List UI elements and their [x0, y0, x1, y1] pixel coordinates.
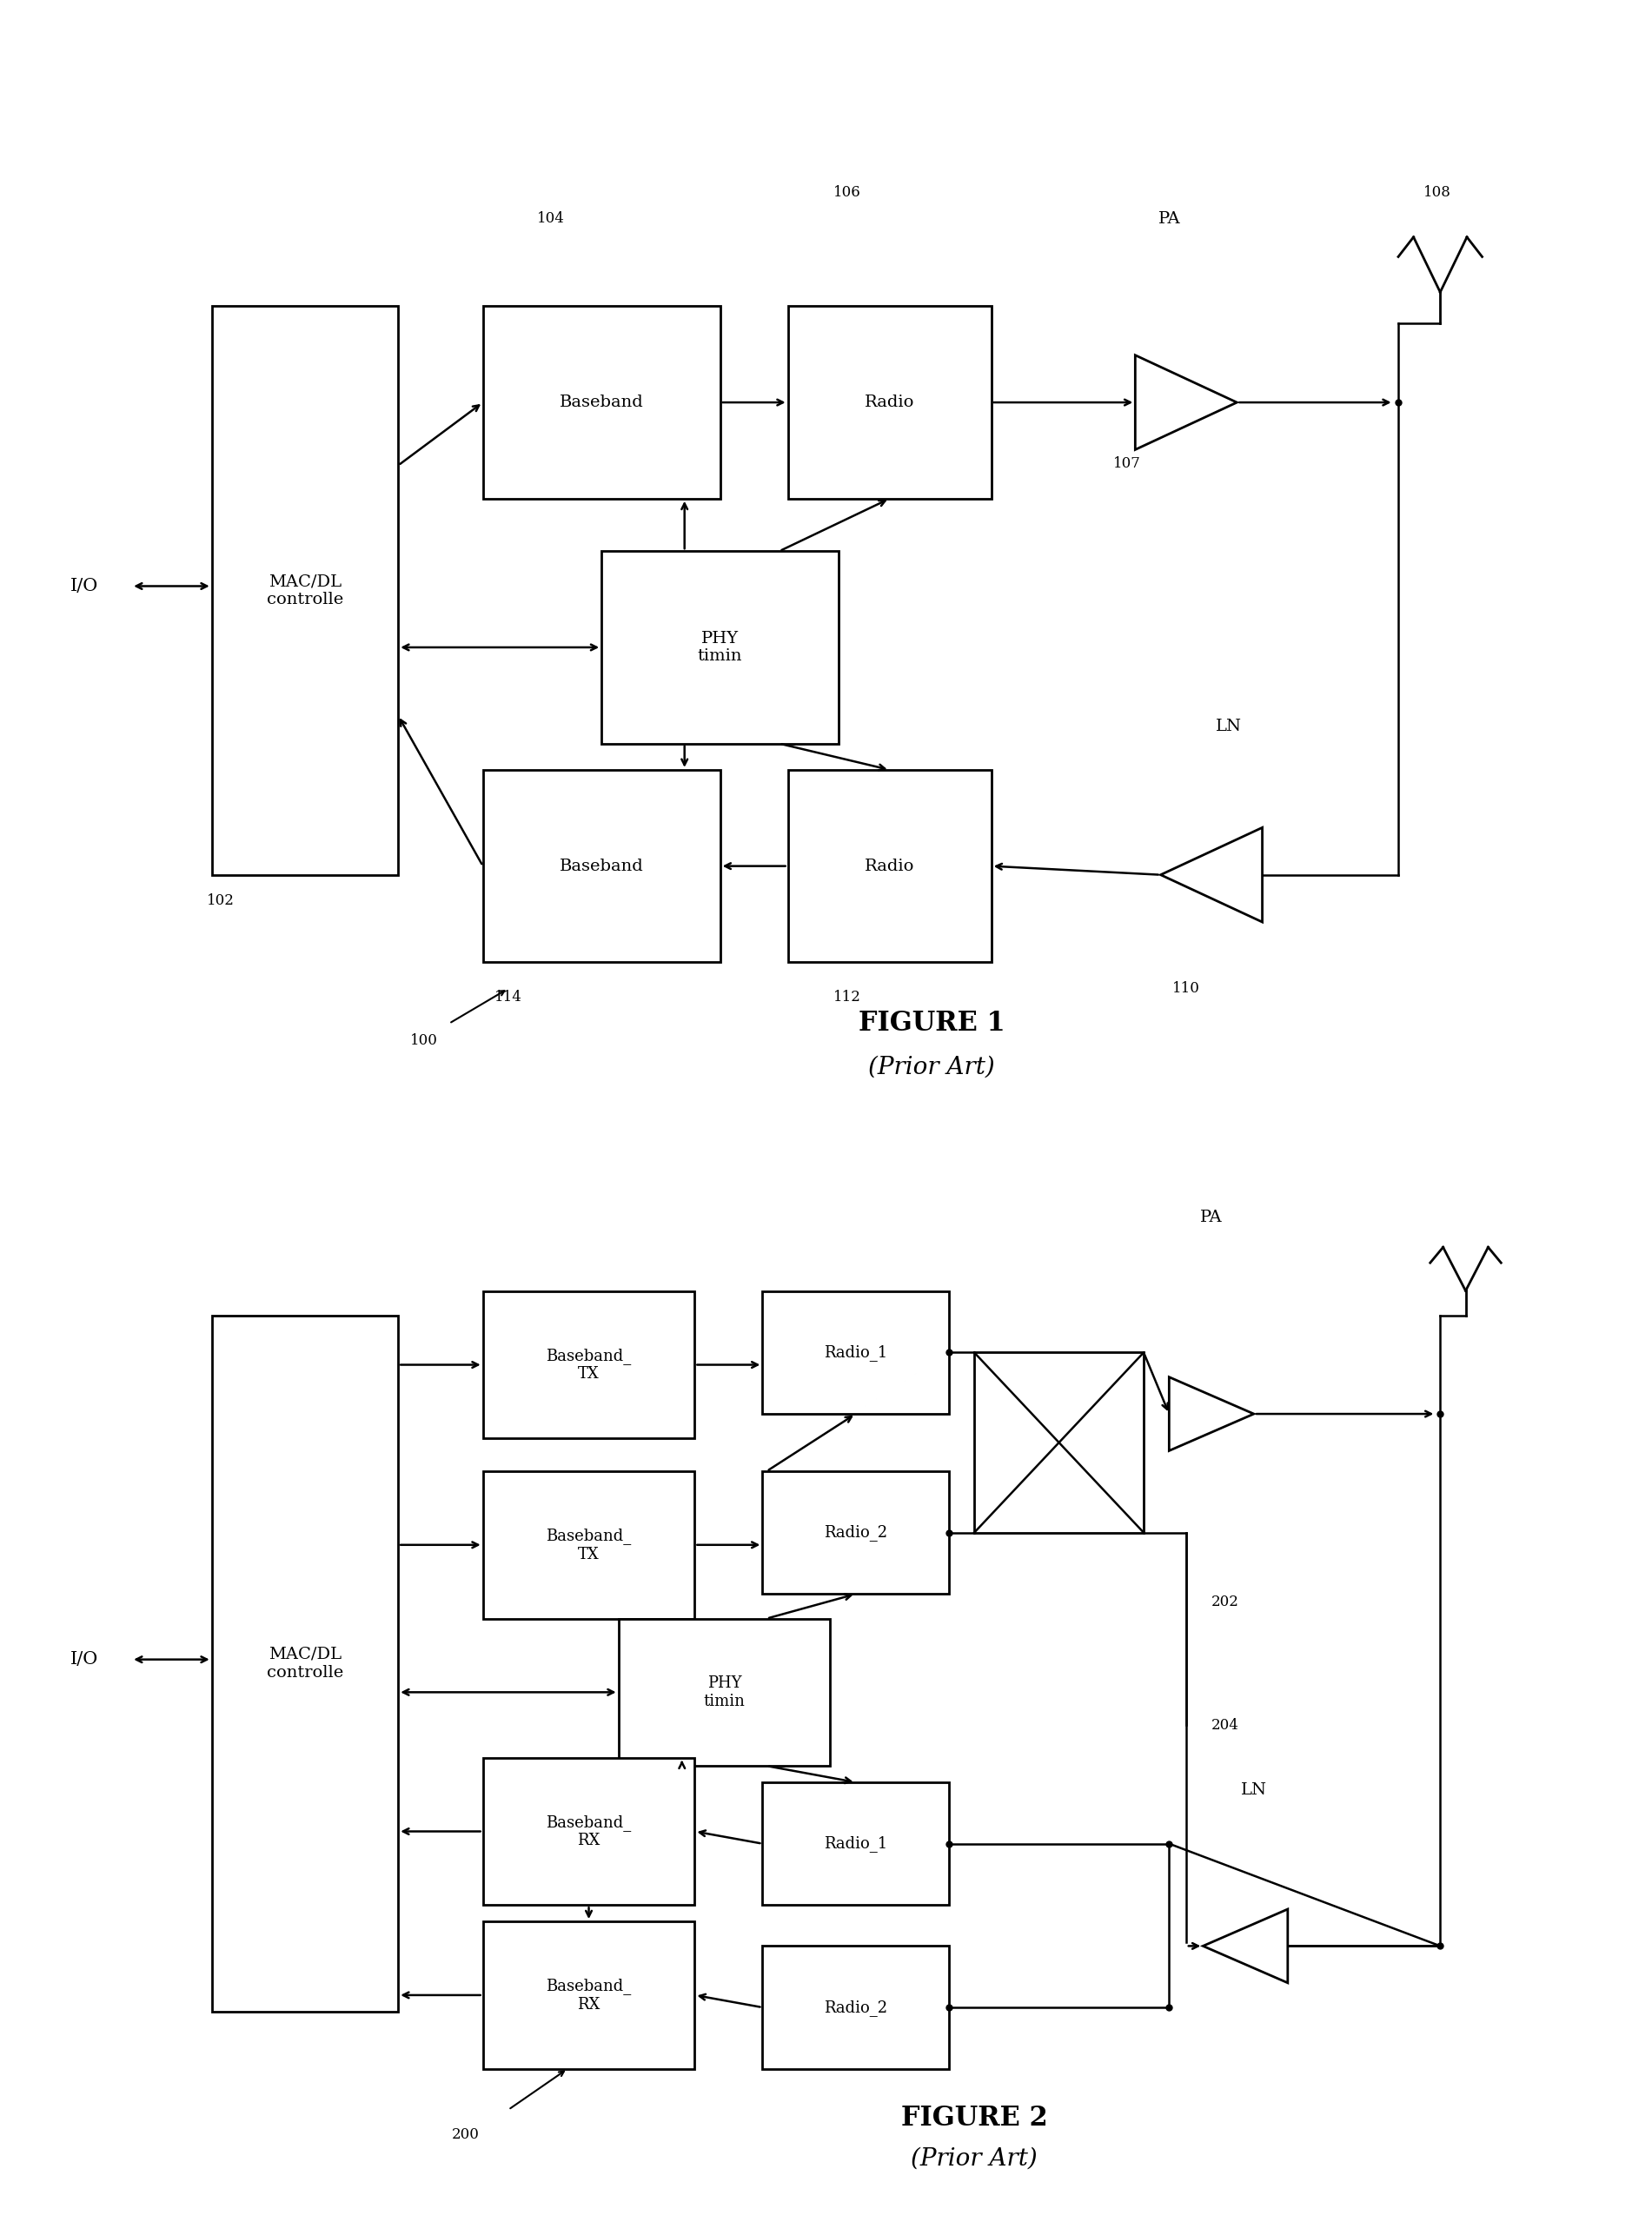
Text: Baseband_
TX: Baseband_ TX: [547, 1527, 631, 1562]
Text: PA: PA: [1201, 1209, 1222, 1224]
Text: 112: 112: [833, 989, 861, 1004]
FancyBboxPatch shape: [763, 1471, 948, 1593]
Text: 200: 200: [453, 2126, 479, 2142]
Text: PHY
timin: PHY timin: [704, 1675, 745, 1709]
Text: LN: LN: [1241, 1782, 1267, 1798]
Text: Radio_2: Radio_2: [824, 1524, 887, 1540]
Text: FIGURE 2: FIGURE 2: [900, 2104, 1047, 2131]
Text: Baseband_
TX: Baseband_ TX: [547, 1347, 631, 1382]
Text: 202: 202: [1211, 1595, 1239, 1609]
FancyBboxPatch shape: [788, 307, 991, 498]
FancyBboxPatch shape: [763, 1946, 948, 2069]
Text: FIGURE 1: FIGURE 1: [859, 1011, 1004, 1038]
Text: Baseband: Baseband: [560, 858, 644, 873]
Text: Baseband_
RX: Baseband_ RX: [547, 1978, 631, 2013]
FancyBboxPatch shape: [601, 551, 839, 744]
FancyBboxPatch shape: [482, 769, 720, 962]
FancyBboxPatch shape: [975, 1353, 1143, 1533]
Text: I/O: I/O: [71, 1651, 99, 1669]
Text: Baseband_
RX: Baseband_ RX: [547, 1813, 631, 1849]
Text: 102: 102: [206, 893, 235, 909]
Text: 106: 106: [833, 184, 861, 200]
Text: 204: 204: [1211, 1718, 1239, 1733]
FancyBboxPatch shape: [482, 1291, 695, 1438]
FancyBboxPatch shape: [482, 307, 720, 498]
Text: (Prior Art): (Prior Art): [869, 1055, 995, 1080]
FancyBboxPatch shape: [763, 1782, 948, 1904]
FancyBboxPatch shape: [618, 1618, 831, 1766]
FancyBboxPatch shape: [763, 1291, 948, 1413]
Text: Radio: Radio: [864, 396, 915, 411]
FancyBboxPatch shape: [211, 1315, 398, 2011]
Text: 114: 114: [494, 989, 522, 1004]
Text: Baseband: Baseband: [560, 396, 644, 411]
Text: PA: PA: [1158, 211, 1180, 227]
Text: I/O: I/O: [71, 578, 99, 593]
Text: Radio_1: Radio_1: [824, 1835, 887, 1851]
Text: Radio_1: Radio_1: [824, 1344, 887, 1360]
Text: LN: LN: [1216, 718, 1241, 733]
Text: 104: 104: [537, 211, 565, 227]
Text: PHY
timin: PHY timin: [697, 631, 742, 664]
Text: Radio: Radio: [864, 858, 915, 873]
FancyBboxPatch shape: [482, 1471, 695, 1618]
Text: MAC/DL
controlle: MAC/DL controlle: [266, 1647, 344, 1680]
Text: 107: 107: [1113, 456, 1140, 471]
FancyBboxPatch shape: [482, 1922, 695, 2069]
Text: MAC/DL
controlle: MAC/DL controlle: [266, 573, 344, 607]
Text: (Prior Art): (Prior Art): [910, 2146, 1037, 2171]
FancyBboxPatch shape: [211, 307, 398, 875]
Text: Radio_2: Radio_2: [824, 2000, 887, 2015]
Text: 108: 108: [1424, 184, 1450, 200]
Text: 110: 110: [1173, 982, 1199, 995]
FancyBboxPatch shape: [482, 1758, 695, 1904]
Text: 100: 100: [410, 1033, 438, 1049]
FancyBboxPatch shape: [788, 769, 991, 962]
